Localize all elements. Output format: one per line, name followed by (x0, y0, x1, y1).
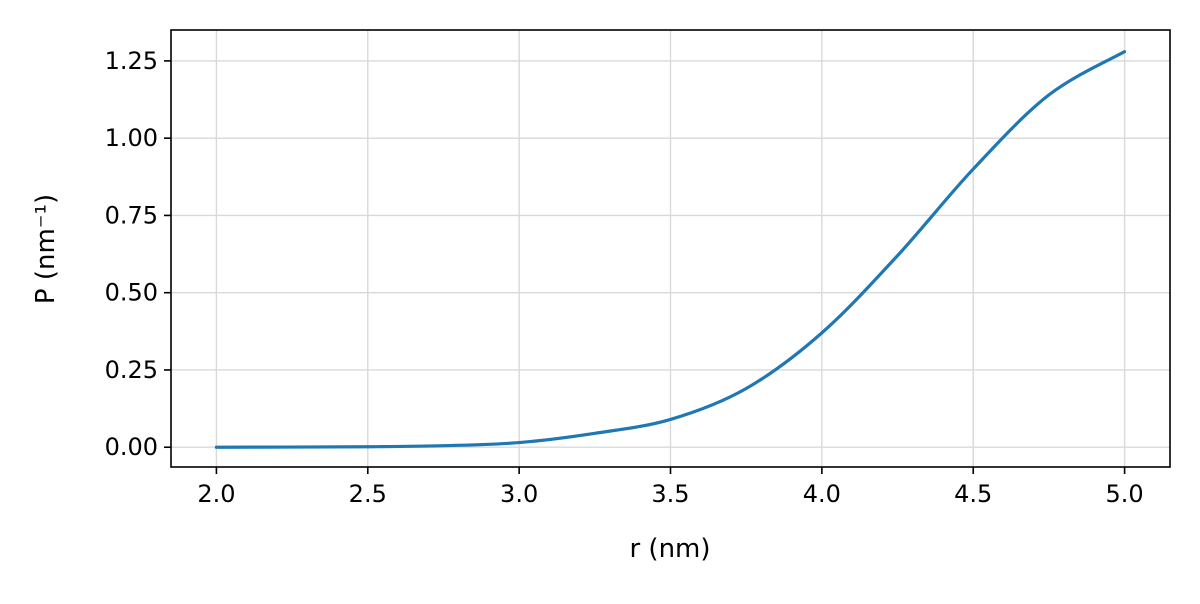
y-tick-label: 1.00 (105, 124, 158, 152)
y-tick-label: 0.75 (105, 201, 158, 229)
series-layer (214, 50, 1127, 449)
grid (171, 30, 1170, 467)
x-tick-label: 5.0 (1106, 480, 1144, 508)
series-line (214, 50, 1127, 449)
y-axis: 0.00 0.25 0.50 0.75 1.00 1.25 (105, 47, 171, 461)
y-tick-label: 0.25 (105, 356, 158, 384)
y-tick-label: 1.25 (105, 47, 158, 75)
x-tick-label: 2.0 (197, 480, 235, 508)
x-tick-label: 2.5 (349, 480, 387, 508)
x-tick-label: 4.0 (803, 480, 841, 508)
y-axis-label: P (nm⁻¹) (31, 194, 61, 304)
x-tick-label: 3.5 (651, 480, 689, 508)
y-tick-label: 0.00 (105, 433, 158, 461)
x-axis-label: r (nm) (629, 534, 710, 564)
x-tick-label: 3.0 (500, 480, 538, 508)
y-tick-label: 0.50 (105, 279, 158, 307)
x-axis: 2.0 2.5 3.0 3.5 4.0 4.5 5.0 (197, 467, 1144, 508)
x-tick-label: 4.5 (954, 480, 992, 508)
